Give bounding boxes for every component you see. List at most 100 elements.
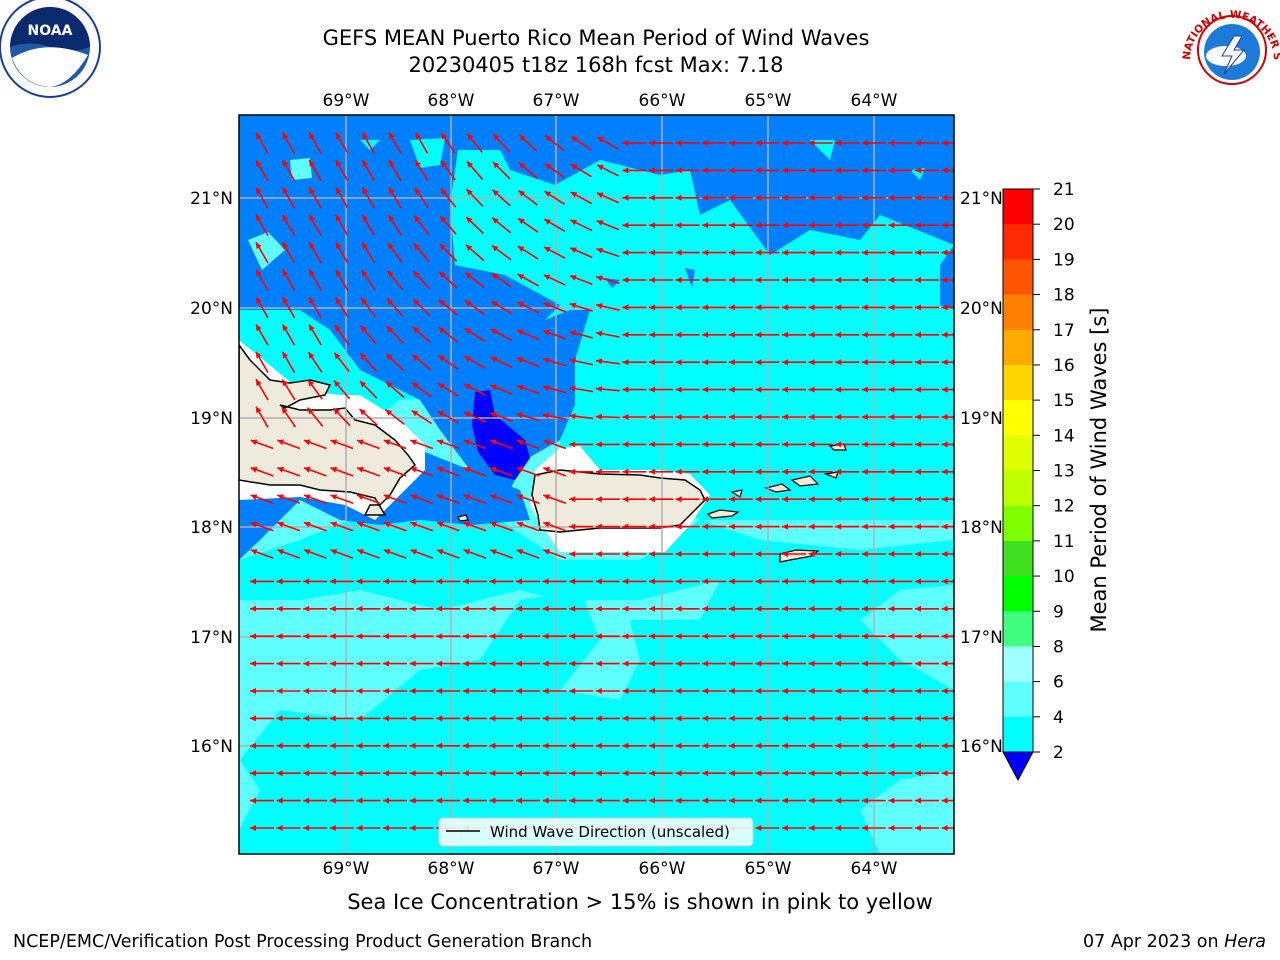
wave-arrow [410, 439, 434, 450]
wave-arrow [702, 194, 727, 201]
wave-arrow [782, 770, 806, 777]
wave-arrow [915, 441, 939, 448]
wave-arrow [675, 715, 700, 722]
wave-arrow [490, 328, 513, 342]
wave-arrow [277, 549, 301, 559]
colorbar-tick-label: 8 [1053, 637, 1064, 657]
wave-arrow [543, 439, 567, 450]
wave-arrow [808, 660, 833, 667]
wave-arrow [255, 406, 269, 428]
wave-arrow [808, 688, 833, 694]
wave-arrow [329, 770, 354, 777]
wave-arrow [595, 770, 620, 777]
wave-arrow [702, 441, 727, 448]
wave-arrow [542, 412, 567, 421]
wave-arrow [516, 605, 540, 612]
wave-arrow [808, 605, 833, 612]
wave-arrow [542, 633, 567, 640]
wave-arrow [782, 825, 806, 831]
wave-arrow [728, 496, 753, 503]
wave-arrow [649, 386, 673, 393]
wave-arrow [250, 605, 274, 612]
colorbar-tick-label: 17 [1053, 321, 1075, 341]
wave-arrow [383, 578, 407, 585]
wave-arrow [570, 135, 592, 151]
wave-arrow [356, 494, 380, 505]
wave-arrow [915, 386, 939, 393]
colorbar-tick-label: 2 [1053, 743, 1064, 763]
wave-arrow [835, 551, 860, 557]
lon-label-bottom: 66°W [639, 859, 686, 879]
wave-arrow [675, 551, 700, 557]
lat-label-right: 16°N [960, 737, 1003, 757]
wave-arrow [595, 358, 620, 365]
wave-under-range [472, 390, 530, 480]
wave-arrow [464, 327, 486, 342]
wave-arrow [543, 274, 566, 286]
wave-arrow [782, 140, 806, 146]
wave-arrow [543, 329, 567, 340]
wave-arrow [675, 441, 700, 448]
wave-arrow [516, 301, 540, 314]
wave-arrow [649, 414, 673, 420]
wave-arrow [782, 249, 806, 256]
wave-arrow [649, 660, 673, 667]
wave-arrow [303, 521, 327, 532]
wave-arrow [675, 359, 700, 366]
wave-arrow [356, 439, 380, 450]
wave-arrow [544, 190, 566, 206]
wave-arrow [335, 269, 349, 291]
wave-arrow [782, 441, 806, 448]
wave-arrow [782, 277, 806, 283]
wave-arrow [861, 688, 886, 694]
wave-arrow [329, 797, 354, 804]
wave-arrow [782, 578, 806, 585]
wave-arrow [462, 715, 487, 722]
wave-arrow [250, 633, 274, 640]
wave-arrow [307, 351, 323, 373]
wave-arrow [915, 715, 939, 722]
wave-arrow [330, 466, 354, 477]
wave-arrow [595, 468, 620, 475]
colorbar-tick-label: 16 [1053, 356, 1075, 376]
wave-arrow [413, 215, 430, 236]
wave-arrow [489, 494, 513, 505]
wave-arrow [622, 715, 647, 722]
wave-arrow [440, 132, 456, 154]
colorbar-segment [1003, 470, 1033, 507]
wave-arrow [462, 660, 487, 667]
wave-arrow [861, 825, 886, 831]
wave-arrow [388, 187, 402, 209]
wave-arrow [255, 214, 269, 236]
wave-arrow [492, 161, 511, 180]
wave-arrow [622, 770, 647, 777]
wave-arrow [303, 549, 327, 559]
lat-label-left: 17°N [190, 628, 233, 648]
wave-arrow [861, 633, 886, 640]
wave-arrow [491, 244, 512, 261]
wave-arrow [808, 140, 833, 146]
wave-arrow [861, 386, 886, 393]
wave-arrow [255, 296, 269, 319]
wave-arrow [888, 742, 913, 749]
wave-arrow [332, 407, 351, 427]
wave-arrow [516, 770, 540, 777]
wave-arrow [276, 578, 301, 585]
wave-arrow [436, 742, 461, 749]
wave-arrow [808, 222, 833, 229]
wave-arrow [569, 523, 594, 530]
wave-arrow [835, 386, 860, 393]
wave-arrow [463, 439, 487, 450]
wave-arrow [359, 380, 378, 399]
wave-arrow [465, 188, 484, 208]
wave-arrow [835, 359, 860, 366]
wave-arrow [281, 241, 296, 264]
wave-arrow [438, 326, 459, 343]
wave-arrow [915, 633, 939, 640]
wave-arrow [276, 715, 301, 722]
wave-arrow [303, 578, 328, 585]
wave-arrow [808, 331, 833, 338]
wave-arrow [570, 191, 593, 205]
wave-arrow [702, 468, 727, 475]
wave-arrow [888, 523, 913, 530]
